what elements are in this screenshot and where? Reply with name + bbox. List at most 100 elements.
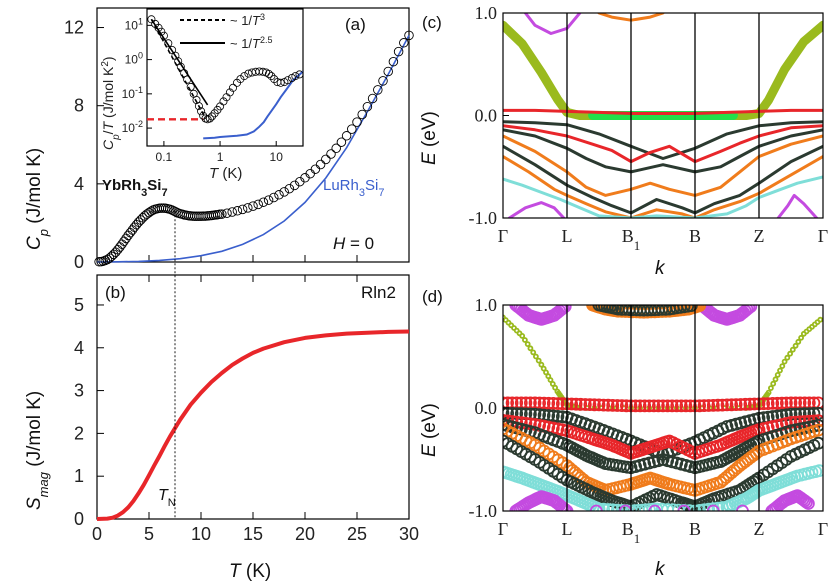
panel-a-label: (a) [345, 15, 366, 34]
band-point [552, 384, 558, 391]
kpoint-label: L [562, 226, 573, 246]
band-point [601, 398, 615, 412]
c-ytick-label: 1.0 [475, 3, 498, 23]
inset-yb-point [267, 72, 276, 81]
panel-d-series [503, 305, 823, 511]
a-ytick-label: 4 [74, 174, 84, 194]
inset-yb-point [283, 76, 292, 85]
band-point [716, 398, 729, 412]
band-point [642, 399, 656, 413]
panel-a-xticks [96, 255, 410, 262]
band-point [812, 436, 823, 450]
kpoint-label: B1 [622, 519, 641, 546]
panel-b-ylabel: Smag (J/mol K) [24, 391, 51, 510]
band-point [629, 399, 642, 413]
lu-curve [96, 35, 410, 263]
panel-d-xticks: Γ L B1 B Z Γ [498, 519, 828, 546]
band-point [693, 504, 706, 511]
b-xtick-label: 30 [399, 524, 419, 544]
kpoint-label: Γ [498, 226, 508, 246]
d-plot-area [503, 305, 823, 511]
band-point [693, 305, 706, 312]
d-ytick-label: 0.0 [475, 398, 498, 418]
inset-yb-point [176, 62, 185, 71]
inset-lu-curve [203, 70, 303, 140]
band-point [779, 363, 786, 370]
band-point [537, 396, 551, 410]
band-point [789, 346, 796, 353]
band-point [812, 464, 823, 478]
inset-yb-point [258, 67, 267, 76]
band-point [711, 501, 725, 511]
band-point [589, 504, 603, 511]
yb-point [121, 233, 131, 244]
yb-point [331, 143, 341, 154]
annotation-field: H = 0 [333, 234, 374, 253]
band-point [725, 398, 738, 412]
yb-point [253, 199, 263, 210]
yb-point [119, 236, 129, 247]
yb-point [310, 164, 321, 174]
band-point [569, 397, 583, 411]
panel-b-xticks: 0 5 10 15 20 25 30 [92, 275, 419, 544]
d-ytick-label: -1.0 [469, 501, 498, 521]
d-ytick-label: 1.0 [475, 295, 498, 315]
band-line [503, 120, 823, 160]
inset-yb-point [207, 112, 216, 121]
inset-yb-point [164, 39, 173, 48]
panel-c-yticks: -1.0 0.0 1.0 [469, 3, 509, 228]
a-ytick-label: 12 [64, 18, 84, 38]
inset-ytick-label: 10-1 [122, 85, 143, 101]
inset-yb-point [159, 31, 168, 40]
inset-yb-point [219, 97, 228, 106]
band-point [742, 305, 756, 315]
panel-a-yticks: 0 4 8 12 [64, 18, 104, 272]
band-point [588, 398, 601, 412]
band-point [743, 397, 757, 411]
band-point [592, 502, 606, 511]
band-point [744, 305, 758, 313]
yb-point [117, 239, 127, 249]
band-line [503, 144, 823, 215]
yb-point [243, 203, 253, 213]
band-point [551, 397, 565, 411]
band-point [620, 399, 633, 413]
band-point [597, 502, 610, 511]
panel-d-xlabel: k [655, 559, 666, 580]
band-point [619, 504, 632, 511]
band-point [530, 349, 537, 356]
band-point [729, 398, 743, 412]
inset-fit-t3 [150, 18, 207, 119]
yb-point [352, 117, 362, 127]
band-point [652, 399, 665, 413]
b-xtick-label: 0 [92, 524, 102, 544]
band-point [578, 398, 592, 411]
band-line [503, 124, 823, 164]
band-point [684, 305, 698, 312]
band-point [736, 504, 749, 511]
panel-a-series [94, 30, 414, 267]
band-point [551, 409, 565, 423]
band-point [535, 357, 542, 364]
inset-xtick-label: 0.1 [156, 150, 173, 164]
b-xtick-label: 10 [191, 524, 211, 544]
yb-point [341, 131, 352, 141]
band-point [702, 399, 716, 412]
panel-d-yticks: -1.0 0.0 1.0 [469, 295, 509, 521]
yb-point [232, 206, 243, 216]
yb-point [378, 76, 388, 86]
b-ytick-label: 1 [74, 466, 84, 486]
panel-b: 0 1 2 3 4 5 0 5 10 15 20 25 30 (b) Rln2 TN Smag (J/… [24, 274, 419, 582]
inset-yb-point [180, 69, 189, 78]
inset-yb-point [186, 82, 195, 91]
band-point [677, 504, 691, 511]
kpoint-label: B [689, 519, 701, 539]
band-point [697, 503, 711, 511]
band-point [748, 397, 761, 411]
b-ytick-label: 4 [74, 338, 84, 358]
band-point [556, 397, 569, 411]
band-line [776, 193, 819, 218]
band-point [798, 334, 804, 341]
band-point [740, 305, 754, 316]
